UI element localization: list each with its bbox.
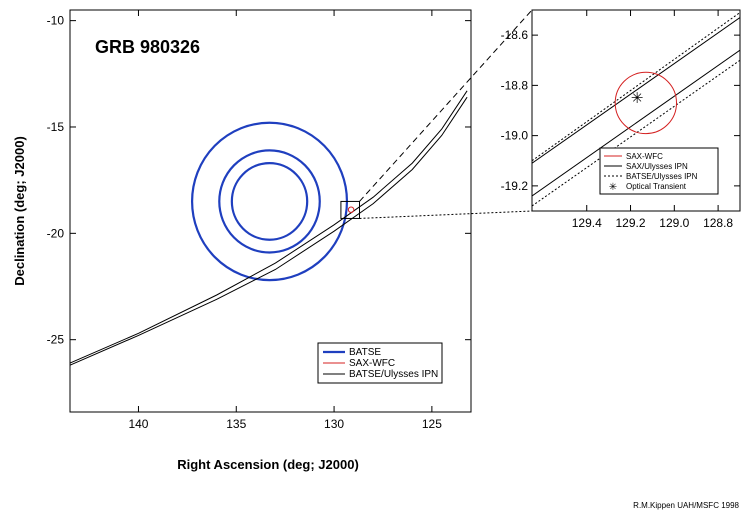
inset-legend-ot-label: Optical Transient (626, 182, 687, 191)
zoom-connectors (359, 9, 533, 219)
sax-ulysses-ipn-line (532, 17, 740, 164)
inset-x-tick-label: 129.0 (659, 216, 689, 230)
sax-ulysses-ipn-line (532, 49, 740, 197)
inset-legend-batseipn-label: BATSE/Ulysses IPN (626, 172, 698, 181)
sax-wfc-circle (347, 206, 355, 213)
y-tick-label: -15 (47, 120, 65, 134)
x-tick-label: 130 (324, 417, 344, 431)
ipn-annulus-edge (69, 96, 468, 366)
inset-x-tick-label: 128.8 (703, 216, 733, 230)
batse-ulysses-ipn-line (532, 12, 740, 162)
y-tick-label: -20 (47, 226, 65, 240)
inset-plot: -18.6 -18.8 -19.0 -19.2 129.4 129.2 129.0 128.… (501, 9, 741, 230)
inset-legend: SAX-WFC SAX/Ulysses IPN BATSE/Ulysses IP… (599, 147, 719, 195)
batse-error-circle (230, 162, 309, 241)
inset-x-tick-label: 129.4 (572, 216, 602, 230)
inset-y-tick-label: -18.8 (501, 78, 529, 92)
inset-marks-group: ✳ (532, 12, 740, 207)
inset-legend-saxipn-label: SAX/Ulysses IPN (626, 162, 688, 171)
optical-transient-marker: ✳ (631, 89, 644, 107)
x-tick-label: 125 (422, 417, 442, 431)
x-tick-label: 135 (226, 417, 246, 431)
x-axis-label: Right Ascension (deg; J2000) (177, 457, 359, 472)
ipn-annulus-edge (69, 90, 468, 364)
chart-title: GRB 980326 (95, 37, 200, 57)
inset-legend-ot-marker: ✳ (609, 182, 617, 193)
y-tick-label: -10 (47, 14, 65, 28)
zoom-connector-top (359, 9, 533, 202)
inset-y-tick-label: -19.2 (501, 179, 529, 193)
main-plot: GRB 980326 -10 -15 -20 -25 140 135 130 125 Rig… (12, 9, 472, 472)
legend-ipn-label: BATSE/Ulysses IPN (349, 369, 438, 380)
inset-legend-sax-label: SAX-WFC (626, 152, 663, 161)
inset-x-tick-label: 129.2 (616, 216, 646, 230)
legend-sax-label: SAX-WFC (349, 358, 395, 369)
inset-y-tick-label: -18.6 (501, 28, 529, 42)
zoom-region-box (340, 200, 361, 219)
y-axis-label: Declination (deg; J2000) (12, 136, 27, 286)
inset-y-tick-label: -19.0 (501, 129, 529, 143)
y-tick-label: -25 (47, 333, 65, 347)
zoom-connector-bottom (359, 210, 533, 219)
legend-batse-label: BATSE (349, 347, 381, 358)
credit-text: R.M.Kippen UAH/MSFC 1998 (633, 501, 739, 510)
main-legend: BATSE SAX-WFC BATSE/Ulysses IPN (317, 342, 443, 384)
x-tick-label: 140 (128, 417, 148, 431)
inset-sax-wfc-circle (614, 71, 678, 135)
batse-error-circle (218, 149, 321, 254)
